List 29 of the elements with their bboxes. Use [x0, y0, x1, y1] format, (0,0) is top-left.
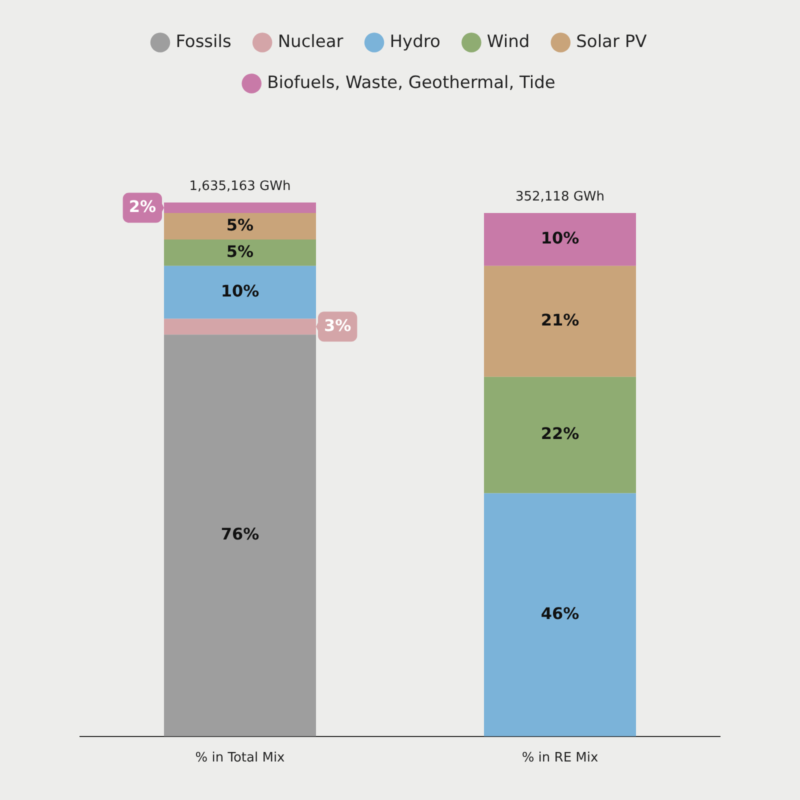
legend-label: Solar PV — [576, 32, 648, 52]
legend-label: Hydro — [390, 32, 440, 52]
legend-label: Fossils — [176, 32, 232, 52]
data-label: 5% — [226, 242, 254, 261]
bar — [164, 334, 316, 736]
bar — [484, 376, 636, 494]
data-label: 5% — [226, 215, 254, 234]
legend-label: Wind — [486, 32, 530, 52]
x-tick-label: % in Total Mix — [195, 750, 286, 766]
bar — [164, 318, 316, 335]
annotation: 352,118 GWh — [515, 189, 605, 204]
data-label: 2% — [128, 196, 156, 216]
bar — [484, 493, 636, 736]
data-label: 10% — [220, 281, 260, 300]
data-label: 10% — [540, 228, 580, 248]
data-label: 76% — [220, 524, 260, 544]
legend-label: Nuclear — [278, 32, 344, 52]
data-label: 21% — [540, 310, 580, 330]
bar — [164, 239, 316, 266]
legend-label: Biofuels, Waste, Geothermal, Tide — [267, 72, 556, 93]
bar — [164, 213, 316, 240]
x-tick-label: % in RE Mix — [522, 750, 598, 766]
bar — [484, 266, 636, 377]
data-label: 22% — [540, 424, 580, 444]
data-label: 46% — [540, 604, 580, 623]
bar — [164, 266, 316, 319]
bar — [484, 213, 636, 266]
data-label: 3% — [324, 316, 352, 335]
annotation: 1,635,163 GWh — [189, 178, 291, 194]
